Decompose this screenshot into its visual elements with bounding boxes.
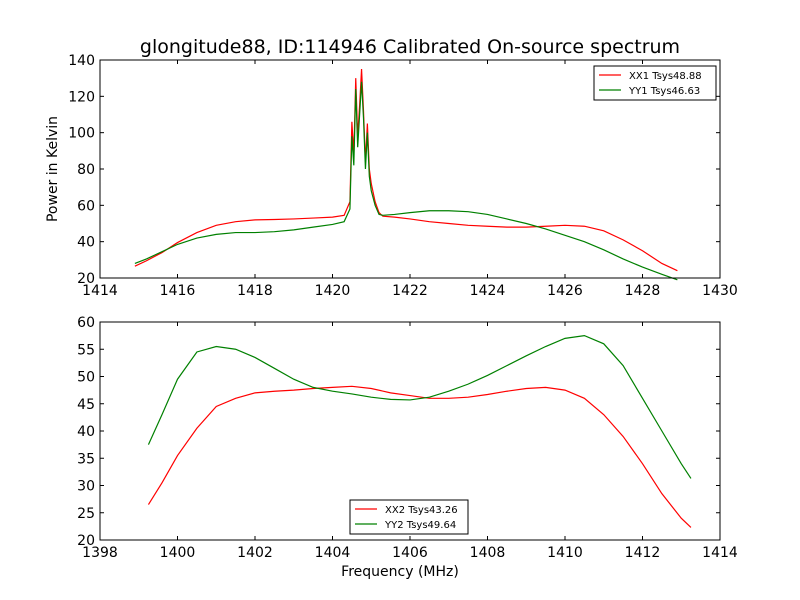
chart-1-x-tick-label: 1402 xyxy=(237,545,273,561)
chart-1-y-tick-label: 40 xyxy=(77,424,95,440)
top-plot: 1414 1416 1418 1420 1422 1424 1426 1428 1430 20 40… xyxy=(45,53,738,299)
chart-1-x-tick-label: 1398 xyxy=(82,545,118,561)
chart-0-legend: XX1 Tsys48.88 YY1 Tsys46.63 xyxy=(593,65,717,101)
chart-1-x-tick-label: 1412 xyxy=(625,545,661,561)
chart-0-legend-label-1: XX1 Tsys48.88 xyxy=(629,71,702,82)
chart-0-x-tick-label: 1414 xyxy=(82,283,118,299)
chart-1-legend-label-2: YY2 Tsys49.64 xyxy=(384,520,456,531)
chart-1-x-tick-label: 1410 xyxy=(547,545,583,561)
chart-1-x-tick-label: 1400 xyxy=(160,545,196,561)
chart-1-x-tick-label: 1404 xyxy=(315,545,351,561)
chart-1-y-tick-label: 25 xyxy=(77,506,95,522)
chart-1-y-tick-label: 60 xyxy=(77,315,95,331)
chart-1-y-tick-label: 20 xyxy=(77,533,95,549)
chart-0-x-tick-label: 1430 xyxy=(702,283,738,299)
chart-1-x-tick-label: 1406 xyxy=(392,545,428,561)
chart-0-x-tick-label: 1422 xyxy=(392,283,428,299)
chart-1-legend: XX2 Tsys43.26 YY2 Tsys49.64 xyxy=(349,499,469,535)
chart-1-y-tick-label: 50 xyxy=(77,370,95,386)
chart-1-y-tick-label: 55 xyxy=(77,342,95,358)
chart-0-x-tick-label: 1424 xyxy=(470,283,506,299)
chart-1-series-line-1 xyxy=(147,385,692,528)
chart-1-x-tick-label: 1414 xyxy=(702,545,738,561)
chart-1-y-tick-label: 30 xyxy=(77,479,95,495)
chart-0-x-tick-label: 1418 xyxy=(237,283,273,299)
chart-0-y-tick-label: 40 xyxy=(77,235,95,251)
chart-1-legend-label-1: XX2 Tsys43.26 xyxy=(385,505,458,516)
chart-1-x-tick-label: 1408 xyxy=(470,545,506,561)
chart-0-series-line-2 xyxy=(134,81,678,281)
chart-1-y-tick-label: 45 xyxy=(77,397,95,413)
chart-0-x-tick-label: 1420 xyxy=(315,283,351,299)
figure-title: glongitude88, ID:114946 Calibrated On-so… xyxy=(140,36,680,58)
chart-0-legend-label-2: YY1 Tsys46.63 xyxy=(628,86,700,97)
chart-0-y-tick-label: 80 xyxy=(77,162,95,178)
chart-0-y-axis-label: Power in Kelvin xyxy=(45,116,61,222)
chart-0-legend-box xyxy=(593,65,717,101)
chart-0-y-tick-label: 120 xyxy=(68,89,95,105)
bottom-plot: 1398 1400 1402 1404 1406 1408 1410 1412 1414 20 25… xyxy=(77,315,738,580)
chart-0-y-tick-label: 140 xyxy=(68,53,95,69)
chart-0-y-tick-label: 100 xyxy=(68,126,95,142)
chart-0-x-tick-label: 1428 xyxy=(625,283,661,299)
chart-0-x-tick-label: 1416 xyxy=(160,283,196,299)
chart-1-y-tick-label: 35 xyxy=(77,451,95,467)
chart-1-x-axis-label: Frequency (MHz) xyxy=(341,564,459,580)
chart-0-y-tick-label: 20 xyxy=(77,271,95,287)
chart-0-x-tick-label: 1426 xyxy=(547,283,583,299)
chart-1-legend-box xyxy=(349,499,469,535)
chart-0-y-tick-label: 60 xyxy=(77,198,95,214)
chart-1-series-line-2 xyxy=(147,335,692,479)
